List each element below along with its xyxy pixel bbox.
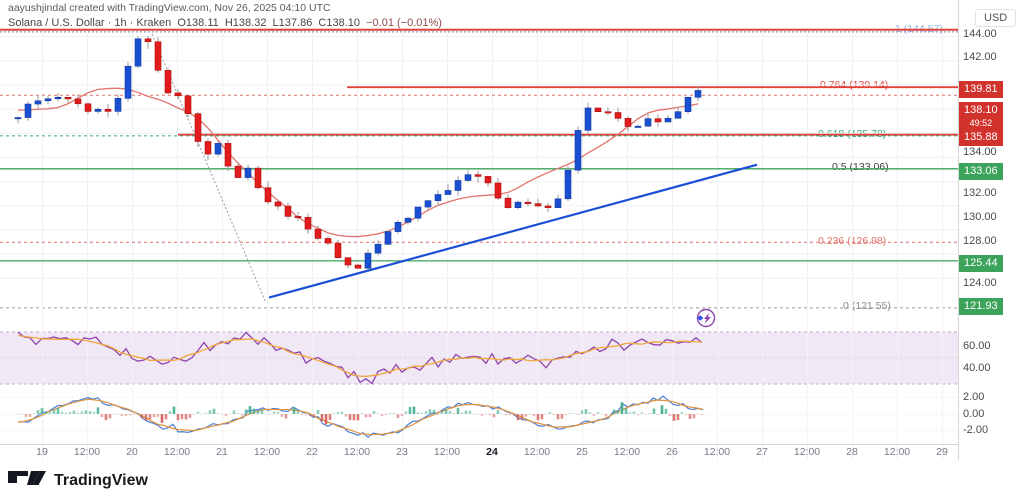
svg-text:TradingView: TradingView xyxy=(54,472,149,489)
